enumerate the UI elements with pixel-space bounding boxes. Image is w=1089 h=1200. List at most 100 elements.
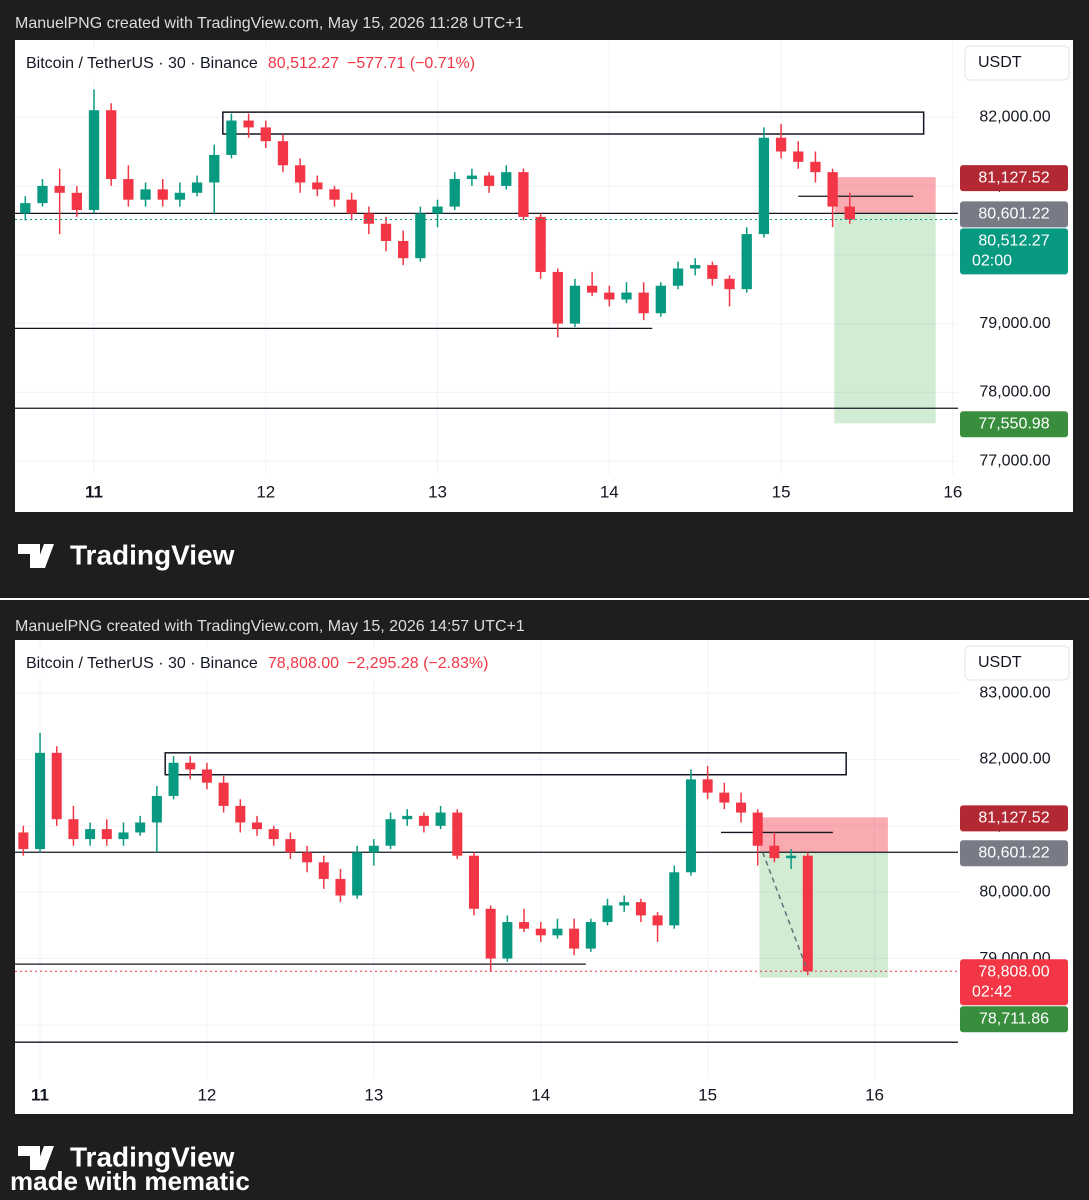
currency[interactable]: USDT: [978, 54, 1022, 71]
candle-body: [452, 812, 463, 856]
candle-body: [604, 292, 615, 300]
price-badge: [960, 411, 1068, 438]
candle-body: [519, 922, 530, 929]
candle-body: [685, 779, 696, 873]
candle-body: [435, 812, 446, 826]
target-zone: [834, 213, 936, 424]
price-badge-label: 78,808.00: [978, 964, 1049, 981]
candle-body: [368, 845, 379, 853]
candle-body: [775, 137, 787, 152]
candle-body: [140, 189, 151, 200]
candle-body: [432, 206, 443, 214]
x-tick-label: 14: [531, 1085, 550, 1104]
change: −2,295.28 (−2.83%): [347, 655, 488, 672]
candle-body: [844, 206, 855, 220]
candle-body: [635, 902, 646, 916]
price-badge: [960, 959, 1068, 1006]
legend-bg: [19, 650, 539, 678]
candle-body: [552, 928, 563, 936]
candle-body: [235, 805, 246, 823]
symbol: Bitcoin / TetherUS · 30 · Binance: [26, 55, 258, 72]
chart-panel: [15, 40, 1073, 512]
currency-button: [964, 45, 1070, 81]
zone-rectangle: [164, 752, 847, 776]
candle-body: [302, 852, 313, 863]
candle-body: [669, 872, 680, 926]
candle-body: [449, 179, 460, 207]
candle-body: [243, 120, 254, 128]
candle-body: [569, 928, 580, 949]
candle-body: [135, 822, 146, 833]
candle-body: [638, 292, 649, 314]
price-badge: [960, 840, 1068, 867]
chart-panel: [15, 640, 1073, 1114]
candle-body: [552, 271, 563, 324]
y-tick-label: 78,000.00: [979, 384, 1050, 401]
candle-body: [802, 855, 813, 972]
y-tick-label: 83,000.00: [979, 684, 1050, 701]
candle-body: [37, 185, 48, 204]
candle-body: [35, 752, 46, 850]
candle-body: [151, 795, 162, 823]
candle-body: [54, 185, 65, 193]
candle-body: [483, 175, 495, 186]
candle-body: [810, 161, 821, 173]
candle-body: [260, 127, 271, 142]
price: 80,512.27: [268, 55, 339, 72]
currency-button: [964, 645, 1070, 681]
candle-body: [101, 829, 112, 840]
candle-body: [106, 110, 117, 180]
candle-body: [724, 278, 735, 290]
header: ManuelPNG created with TradingView.com, …: [15, 618, 525, 635]
x-tick-label: 15: [698, 1085, 717, 1104]
y-tick-label: 77,000.00: [979, 452, 1050, 469]
y-tick-label: 82,000.00: [979, 751, 1050, 768]
candle-body: [352, 852, 363, 896]
price-badge: [960, 201, 1068, 228]
candle-body: [655, 285, 666, 314]
price-badge-label: 81,127.52: [978, 810, 1049, 827]
price-badge-label: 80,601.22: [978, 845, 1049, 862]
currency[interactable]: USDT: [978, 654, 1022, 671]
candle-body: [793, 151, 804, 162]
x-tick-label: 14: [600, 482, 619, 501]
candle-body: [252, 822, 263, 830]
candle-body: [157, 189, 168, 200]
candle-body: [502, 922, 513, 959]
candle-body: [769, 845, 780, 859]
candle-body: [329, 189, 340, 200]
candle-body: [786, 855, 797, 859]
x-tick-label: 16: [943, 482, 962, 501]
x-tick-label: 11: [85, 482, 103, 501]
candle-body: [18, 832, 29, 850]
candle-body: [51, 752, 62, 820]
candle-body: [585, 922, 596, 949]
logo-icon: [18, 544, 54, 568]
candle-body: [535, 216, 546, 272]
logo-text: TradingView: [70, 539, 235, 570]
candle-body: [518, 172, 529, 217]
candle-body: [621, 292, 632, 300]
x-tick-label: 12: [256, 482, 275, 501]
change: −577.71 (−0.71%): [347, 55, 475, 72]
candle-body: [88, 110, 100, 211]
candle-body: [385, 819, 396, 846]
price-badge: [960, 805, 1068, 832]
candle-body: [71, 192, 82, 211]
candle-body: [294, 165, 306, 183]
candle-body: [535, 928, 546, 936]
price-badge: [960, 228, 1068, 275]
y-tick-label: 82,000.00: [979, 108, 1050, 125]
logo-text: TradingView: [70, 1141, 235, 1172]
candle-body: [123, 179, 134, 200]
price-badge-label: 77,550.98: [978, 416, 1049, 433]
candle-body: [702, 779, 713, 793]
logo-icon: [18, 1146, 54, 1170]
price-badge: [960, 165, 1068, 192]
x-tick-label: 15: [772, 482, 791, 501]
candle-body: [707, 265, 718, 279]
x-tick-label: 16: [865, 1085, 884, 1104]
symbol: Bitcoin / TetherUS · 30 · Binance: [26, 655, 258, 672]
candle-body: [185, 762, 196, 770]
